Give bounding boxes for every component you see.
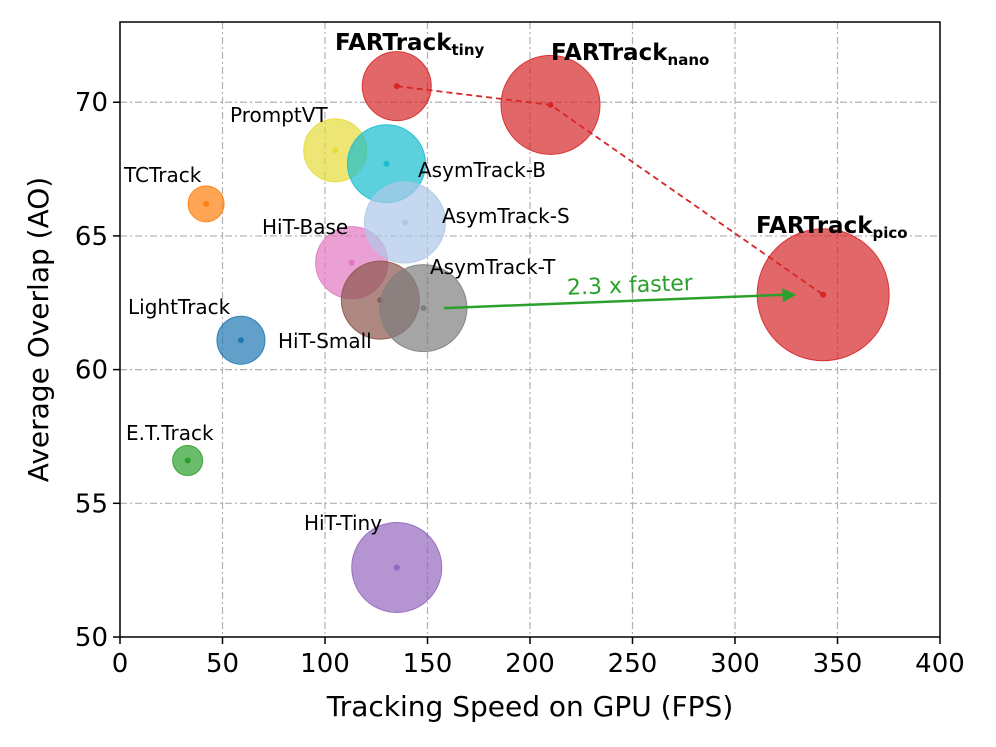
label-hit-small: HiT-Small: [278, 329, 372, 353]
point-center-lighttrack: [237, 337, 244, 344]
x-tick-label: 350: [813, 649, 863, 679]
label-fartrack-nano: FARTracknano: [551, 40, 709, 69]
point-center-asymtrack-b: [383, 160, 390, 167]
point-center-e-t-track: [184, 457, 191, 464]
x-tick-label: 150: [403, 649, 453, 679]
point-center-fartrack-tiny: [393, 83, 400, 90]
x-tick-label: 250: [608, 649, 658, 679]
y-tick-label: 50: [75, 623, 108, 653]
label-asymtrack-b: AsymTrack-B: [418, 158, 546, 182]
x-tick-label: 300: [710, 649, 760, 679]
point-labels: E.T.Track TCTrack LightTrack PromptVT HiT-Ba…: [123, 30, 908, 535]
label-asymtrack-s: AsymTrack-S: [442, 204, 570, 228]
y-axis-label: Average Overlap (AO): [22, 177, 55, 482]
label-fartrack-pico: FARTrackpico: [756, 213, 908, 242]
x-tick-label: 100: [300, 649, 350, 679]
x-tick-label: 200: [505, 649, 555, 679]
point-center-asymtrack-t: [420, 305, 427, 312]
label-fartrack-tiny: FARTracktiny: [335, 30, 485, 59]
y-tick-label: 60: [75, 356, 108, 386]
point-center-fartrack-pico: [820, 291, 827, 298]
annotation-text: 2.3 x faster: [567, 271, 695, 301]
y-tick-label: 65: [75, 222, 108, 252]
label-hit-tiny: HiT-Tiny: [304, 511, 382, 535]
y-tick-label: 70: [75, 88, 108, 118]
x-tick-label: 400: [915, 649, 965, 679]
label-lighttrack: LightTrack: [128, 295, 231, 319]
point-center-hit-tiny: [393, 564, 400, 571]
data-points: [172, 51, 890, 613]
annotation-arrow-shaft: [443, 293, 785, 310]
x-tick-label: 50: [206, 649, 239, 679]
point-center-asymtrack-s: [401, 219, 408, 226]
x-axis-label: Tracking Speed on GPU (FPS): [326, 690, 734, 723]
label-e-t-track: E.T.Track: [126, 421, 214, 445]
annotation: 2.3 x faster: [443, 271, 797, 310]
point-center-promptvt: [332, 147, 339, 154]
x-tick-label: 0: [112, 649, 129, 679]
y-tick-label: 55: [75, 489, 108, 519]
label-asymtrack-t: AsymTrack-T: [430, 255, 556, 279]
label-tctrack: TCTrack: [123, 163, 202, 187]
point-center-tctrack: [203, 200, 210, 207]
label-promptvt: PromptVT: [230, 103, 328, 127]
annotation-arrow-head: [782, 288, 797, 303]
label-hit-base: HiT-Base: [262, 215, 348, 239]
point-center-fartrack-nano: [547, 101, 554, 108]
point-center-hit-base: [348, 259, 355, 266]
